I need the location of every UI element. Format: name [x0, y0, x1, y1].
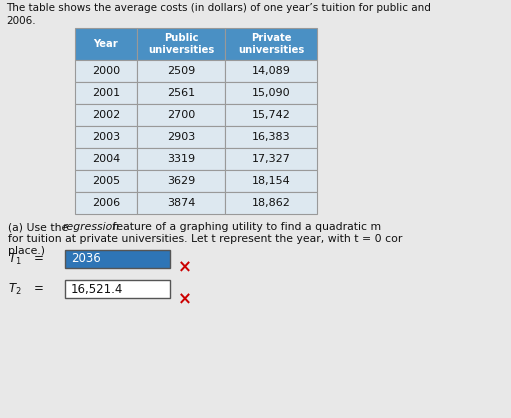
FancyBboxPatch shape: [65, 250, 170, 268]
Text: ×: ×: [178, 290, 192, 308]
Text: 16,521.4: 16,521.4: [71, 283, 123, 296]
Text: 17,327: 17,327: [251, 154, 290, 164]
Text: Public
universities: Public universities: [148, 33, 214, 55]
Text: ×: ×: [178, 258, 192, 276]
FancyBboxPatch shape: [137, 192, 225, 214]
FancyBboxPatch shape: [137, 148, 225, 170]
FancyBboxPatch shape: [225, 126, 317, 148]
FancyBboxPatch shape: [75, 170, 137, 192]
Text: 2036: 2036: [71, 252, 101, 265]
Text: 2003: 2003: [92, 132, 120, 142]
Text: feature of a graphing utility to find a quadratic m: feature of a graphing utility to find a …: [109, 222, 381, 232]
Text: 2561: 2561: [167, 88, 195, 98]
Text: Private
universities: Private universities: [238, 33, 304, 55]
Text: =: =: [34, 252, 44, 265]
Text: 2001: 2001: [92, 88, 120, 98]
FancyBboxPatch shape: [137, 82, 225, 104]
FancyBboxPatch shape: [75, 60, 137, 82]
FancyBboxPatch shape: [137, 170, 225, 192]
Text: 2000: 2000: [92, 66, 120, 76]
Text: 2903: 2903: [167, 132, 195, 142]
FancyBboxPatch shape: [225, 104, 317, 126]
FancyBboxPatch shape: [137, 28, 225, 60]
Text: place.): place.): [8, 246, 45, 256]
FancyBboxPatch shape: [65, 280, 170, 298]
FancyBboxPatch shape: [137, 126, 225, 148]
Text: 16,383: 16,383: [252, 132, 290, 142]
Text: 3874: 3874: [167, 198, 195, 208]
FancyBboxPatch shape: [75, 28, 137, 60]
Text: (a) Use the: (a) Use the: [8, 222, 72, 232]
FancyBboxPatch shape: [75, 192, 137, 214]
Text: 2005: 2005: [92, 176, 120, 186]
FancyBboxPatch shape: [137, 104, 225, 126]
FancyBboxPatch shape: [75, 126, 137, 148]
FancyBboxPatch shape: [225, 192, 317, 214]
Text: =: =: [34, 283, 44, 296]
FancyBboxPatch shape: [137, 60, 225, 82]
FancyBboxPatch shape: [75, 148, 137, 170]
FancyBboxPatch shape: [75, 82, 137, 104]
Text: regression: regression: [63, 222, 120, 232]
FancyBboxPatch shape: [225, 28, 317, 60]
FancyBboxPatch shape: [225, 170, 317, 192]
Text: $T_1$: $T_1$: [8, 252, 21, 267]
Text: 2004: 2004: [92, 154, 120, 164]
FancyBboxPatch shape: [225, 148, 317, 170]
Text: 2700: 2700: [167, 110, 195, 120]
FancyBboxPatch shape: [225, 82, 317, 104]
Text: 18,862: 18,862: [251, 198, 290, 208]
Text: 14,089: 14,089: [251, 66, 290, 76]
Text: 3319: 3319: [167, 154, 195, 164]
Text: 3629: 3629: [167, 176, 195, 186]
Text: 2006: 2006: [92, 198, 120, 208]
Text: $T_2$: $T_2$: [8, 281, 21, 296]
FancyBboxPatch shape: [225, 60, 317, 82]
Text: 2006.: 2006.: [6, 16, 36, 26]
Text: 15,090: 15,090: [252, 88, 290, 98]
FancyBboxPatch shape: [75, 104, 137, 126]
Text: for tuition at private universities. Let t represent the year, with t = 0 cor: for tuition at private universities. Let…: [8, 234, 402, 244]
Text: 15,742: 15,742: [251, 110, 290, 120]
Text: 18,154: 18,154: [251, 176, 290, 186]
Text: The table shows the average costs (in dollars) of one year’s tuition for public : The table shows the average costs (in do…: [6, 3, 431, 13]
Text: 2509: 2509: [167, 66, 195, 76]
Text: Year: Year: [94, 39, 119, 49]
Text: 2002: 2002: [92, 110, 120, 120]
